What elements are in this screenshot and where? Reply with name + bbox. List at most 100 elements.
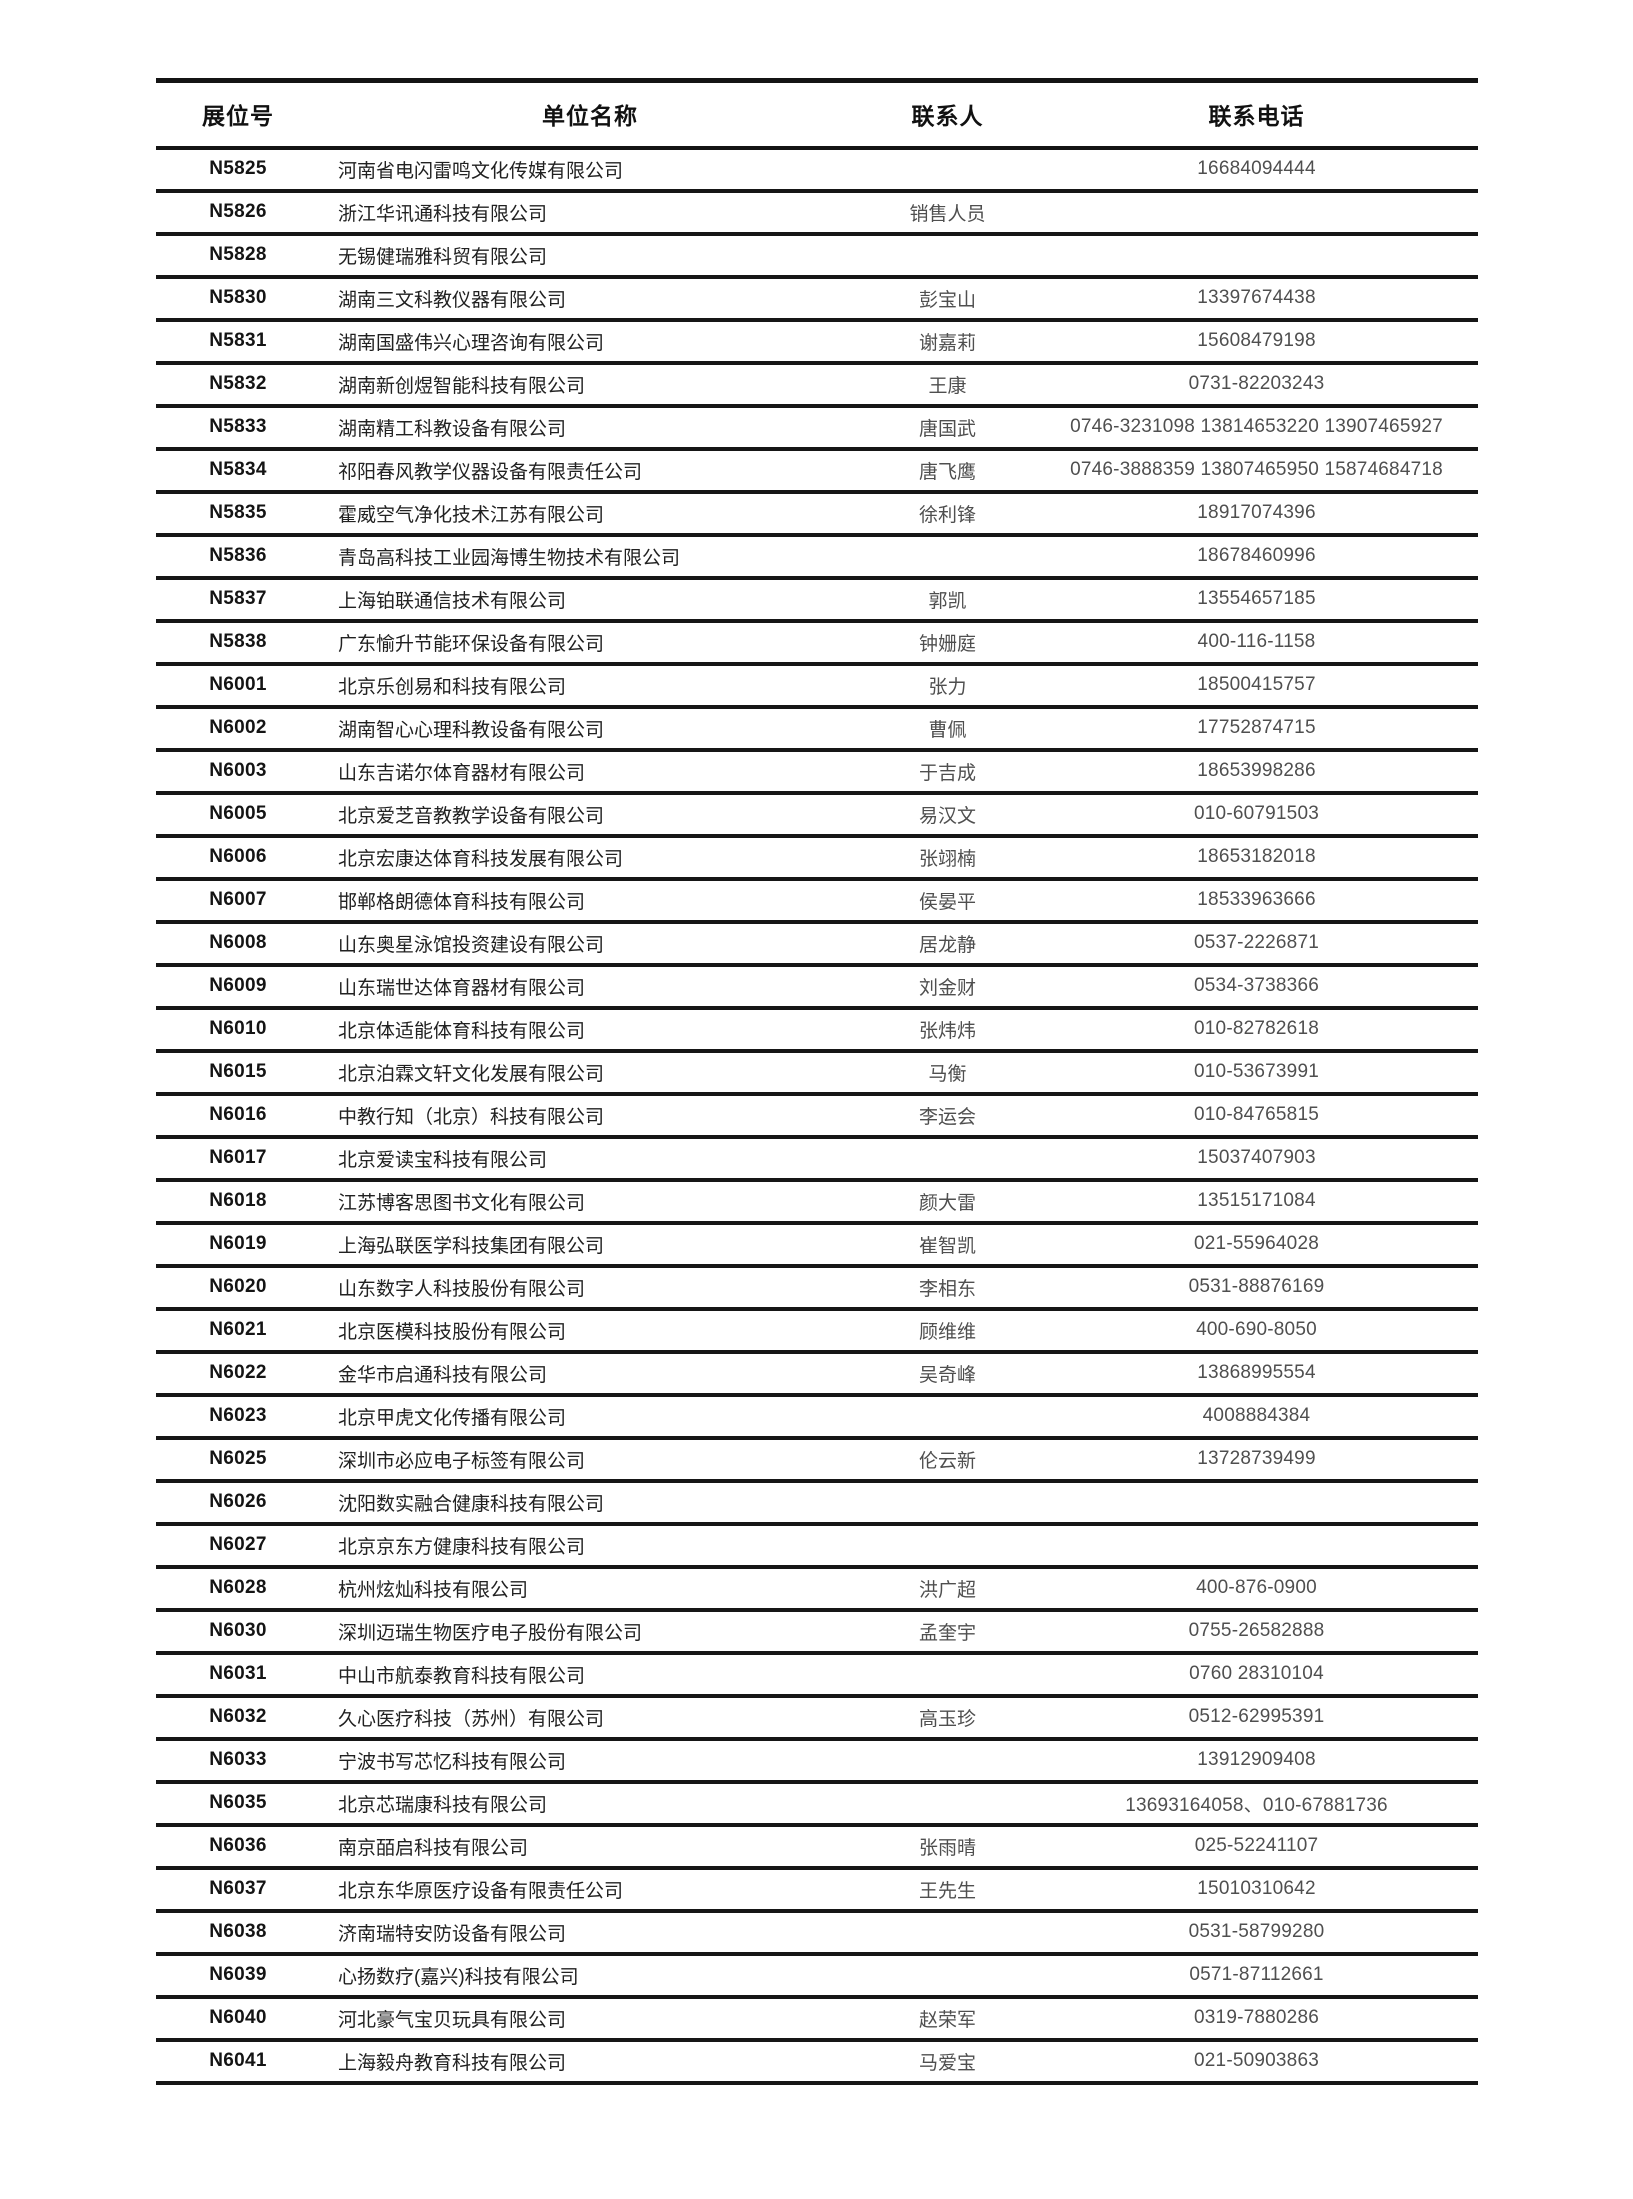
table-row: N6019 上海弘联医学科技集团有限公司 崔智凯 021-55964028: [156, 1223, 1478, 1266]
table-body: N5825 河南省电闪雷鸣文化传媒有限公司 16684094444 N5826 …: [156, 148, 1478, 2083]
company-cell: 湖南三文科教仪器有限公司: [338, 289, 567, 311]
booth-cell: N6003: [209, 760, 267, 781]
company-cell: 青岛高科技工业园海博生物技术有限公司: [338, 547, 681, 569]
contact-cell: 张炜炜: [918, 1020, 976, 1042]
booth-cell: N6030: [209, 1620, 267, 1641]
table-row: N5835 霍威空气净化技术江苏有限公司 徐利锋 18917074396: [156, 492, 1478, 535]
table-row: N6016 中教行知（北京）科技有限公司 李运会 010-84765815: [156, 1094, 1478, 1137]
table-row: N6028 杭州炫灿科技有限公司 洪广超 400-876-0900: [156, 1567, 1478, 1610]
company-cell: 北京爱读宝科技有限公司: [338, 1149, 548, 1171]
contact-cell: 马衡: [928, 1063, 967, 1085]
column-header-phone: 联系电话: [1208, 103, 1305, 130]
company-cell: 邯郸格朗德体育科技有限公司: [338, 891, 586, 913]
contact-cell: [860, 1137, 1035, 1180]
phone-cell: 18678460996: [1197, 545, 1316, 566]
company-cell: 湖南智心心理科教设备有限公司: [338, 719, 605, 741]
contact-cell: 居龙静: [918, 934, 976, 956]
company-cell: 祁阳春风教学仪器设备有限责任公司: [338, 461, 643, 483]
company-cell: 南京皕启科技有限公司: [338, 1837, 529, 1859]
contact-cell: [860, 1481, 1035, 1524]
contact-cell: [860, 1653, 1035, 1696]
phone-cell: 021-50903863: [1194, 2050, 1319, 2071]
phone-cell: 18653998286: [1197, 760, 1316, 781]
company-cell: 山东奥星泳馆投资建设有限公司: [338, 934, 605, 956]
booth-cell: N5836: [209, 545, 267, 566]
company-cell: 北京爱芝音教教学设备有限公司: [338, 805, 605, 827]
contact-cell: 李相东: [918, 1278, 976, 1300]
booth-cell: N6036: [209, 1835, 267, 1856]
phone-cell: 13728739499: [1197, 1448, 1316, 1469]
phone-cell: 0319-7880286: [1194, 2007, 1319, 2028]
company-cell: 江苏博客思图书文化有限公司: [338, 1192, 586, 1214]
booth-cell: N6017: [209, 1147, 267, 1168]
company-cell: 金华市启通科技有限公司: [338, 1364, 548, 1386]
contact-cell: 伦云新: [918, 1450, 976, 1472]
company-cell: 北京体适能体育科技有限公司: [338, 1020, 586, 1042]
booth-cell: N6016: [209, 1104, 267, 1125]
contact-cell: 张力: [928, 676, 967, 698]
table-row: N6022 金华市启通科技有限公司 吴奇峰 13868995554: [156, 1352, 1478, 1395]
booth-cell: N6039: [209, 1964, 267, 1985]
company-cell: 浙江华讯通科技有限公司: [338, 203, 548, 225]
contact-cell: [860, 1395, 1035, 1438]
table-header: 展位号 单位名称 联系人 联系电话: [156, 81, 1478, 148]
phone-cell: 010-84765815: [1194, 1104, 1319, 1125]
company-cell: 广东愉升节能环保设备有限公司: [338, 633, 605, 655]
contact-cell: 王康: [928, 375, 967, 397]
contact-cell: 谢嘉莉: [918, 332, 976, 354]
table-row: N6008 山东奥星泳馆投资建设有限公司 居龙静 0537-2226871: [156, 922, 1478, 965]
company-cell: 河南省电闪雷鸣文化传媒有限公司: [338, 160, 624, 182]
company-cell: 北京甲虎文化传播有限公司: [338, 1407, 567, 1429]
booth-cell: N6010: [209, 1018, 267, 1039]
company-cell: 北京医模科技股份有限公司: [338, 1321, 567, 1343]
table-row: N6027 北京京东方健康科技有限公司: [156, 1524, 1478, 1567]
contact-cell: 唐飞鹰: [918, 461, 976, 483]
contact-cell: 孟奎宇: [918, 1622, 976, 1644]
phone-cell: 4008884384: [1202, 1405, 1311, 1426]
contact-cell: [860, 1954, 1035, 1997]
company-cell: 湖南精工科教设备有限公司: [338, 418, 567, 440]
table-row: N6023 北京甲虎文化传播有限公司 4008884384: [156, 1395, 1478, 1438]
booth-cell: N6033: [209, 1749, 267, 1770]
booth-cell: N6023: [209, 1405, 267, 1426]
phone-cell: 025-52241107: [1194, 1835, 1319, 1856]
contact-cell: [860, 1524, 1035, 1567]
company-cell: 河北豪气宝贝玩具有限公司: [338, 2009, 567, 2031]
table-row: N5837 上海铂联通信技术有限公司 郭凯 13554657185: [156, 578, 1478, 621]
phone-cell: 17752874715: [1197, 717, 1316, 738]
table-row: N6006 北京宏康达体育科技发展有限公司 张翊楠 18653182018: [156, 836, 1478, 879]
booth-cell: N5832: [209, 373, 267, 394]
phone-cell: 15608479198: [1197, 330, 1316, 351]
contact-cell: 张雨晴: [918, 1837, 976, 1859]
booth-cell: N5828: [209, 244, 267, 265]
phone-cell: [1035, 191, 1478, 234]
table-row: N6005 北京爱芝音教教学设备有限公司 易汉文 010-60791503: [156, 793, 1478, 836]
company-cell: 山东瑞世达体育器材有限公司: [338, 977, 586, 999]
exhibitor-table: 展位号 单位名称 联系人 联系电话 N5825 河南省电闪雷鸣文化传媒有限公司 …: [156, 78, 1478, 2085]
booth-cell: N5838: [209, 631, 267, 652]
phone-cell: 15010310642: [1197, 1878, 1316, 1899]
phone-cell: 13868995554: [1197, 1362, 1316, 1383]
company-cell: 北京东华原医疗设备有限责任公司: [338, 1880, 624, 1902]
booth-cell: N5833: [209, 416, 267, 437]
contact-cell: 曹佩: [928, 719, 967, 741]
table-row: N6015 北京泊霖文轩文化发展有限公司 马衡 010-53673991: [156, 1051, 1478, 1094]
phone-cell: 13554657185: [1197, 588, 1316, 609]
contact-cell: 彭宝山: [918, 289, 976, 311]
contact-cell: 刘金财: [918, 977, 976, 999]
phone-cell: 010-82782618: [1194, 1018, 1319, 1039]
booth-cell: N6005: [209, 803, 267, 824]
booth-cell: N6028: [209, 1577, 267, 1598]
booth-cell: N5831: [209, 330, 267, 351]
contact-cell: 吴奇峰: [918, 1364, 976, 1386]
header-row: 展位号 单位名称 联系人 联系电话: [156, 81, 1478, 148]
contact-cell: 李运会: [918, 1106, 976, 1128]
contact-cell: [860, 1911, 1035, 1954]
table-row: N6036 南京皕启科技有限公司 张雨晴 025-52241107: [156, 1825, 1478, 1868]
table-row: N6009 山东瑞世达体育器材有限公司 刘金财 0534-3738366: [156, 965, 1478, 1008]
company-cell: 沈阳数实融合健康科技有限公司: [338, 1493, 605, 1515]
phone-cell: 18917074396: [1197, 502, 1316, 523]
contact-cell: 唐国武: [918, 418, 976, 440]
table-row: N6039 心扬数疗(嘉兴)科技有限公司 0571-87112661: [156, 1954, 1478, 1997]
company-cell: 上海毅舟教育科技有限公司: [338, 2052, 567, 2074]
